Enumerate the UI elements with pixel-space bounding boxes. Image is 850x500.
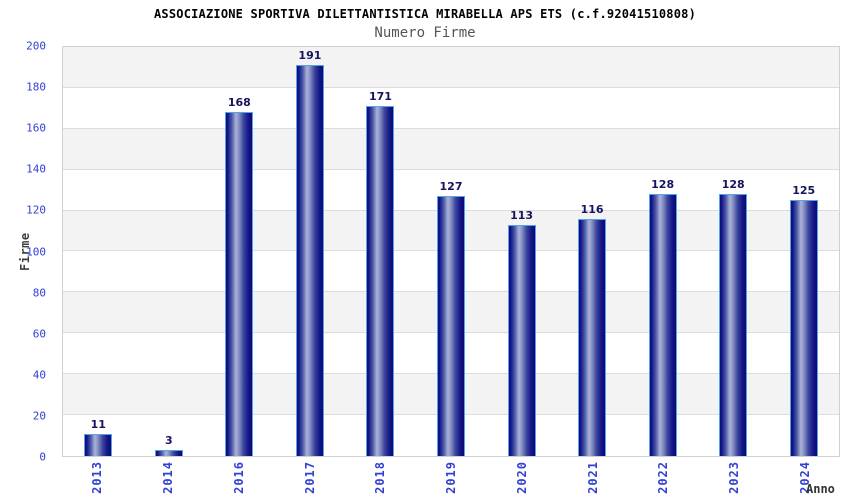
bar-value-label: 3: [164, 433, 173, 447]
bar-slot-2016: 168: [204, 47, 275, 456]
x-tick-slot: 2021: [557, 461, 628, 500]
y-tick-label: 180: [26, 80, 46, 94]
x-tick-label-2014: 2014: [161, 461, 176, 494]
y-tick-label: 40: [32, 368, 46, 382]
x-tick-label-2017: 2017: [302, 461, 317, 494]
bar-2018: [366, 106, 395, 456]
bar-slot-2022: 128: [627, 47, 698, 456]
bar-2020: [507, 224, 536, 456]
bar-slot-2019: 127: [416, 47, 487, 456]
bar-2021: [578, 218, 607, 456]
bar-2022: [648, 194, 677, 456]
x-tick-slot: 2019: [416, 461, 487, 500]
x-tick-slot: 2023: [699, 461, 770, 500]
bar-value-label: 127: [439, 180, 463, 194]
x-axis-tick-labels: 2013 2014 2016 2017 2018 2019 2020 2021 2022 2023…: [62, 461, 840, 500]
x-tick-label-2016: 2016: [231, 461, 246, 494]
bar-2023: [719, 194, 748, 456]
bar-slot-2023: 128: [698, 47, 769, 456]
bar-slot-2013: 11: [63, 47, 134, 456]
bars-container: 11 3 168 191 171 127 113 116 128 128 125: [63, 47, 839, 456]
bar-value-label: 116: [580, 202, 604, 216]
y-tick-label: 80: [32, 286, 46, 300]
y-tick-label: 100: [26, 245, 46, 258]
bar-value-label: 168: [227, 96, 251, 110]
bar-value-label: 171: [368, 90, 392, 104]
bar-value-label: 113: [510, 208, 534, 222]
y-axis-tick-labels: 0 20 40 60 80 100 120 140 160 180 200: [0, 40, 54, 464]
bar-slot-2017: 191: [275, 47, 346, 456]
x-tick-label-2013: 2013: [90, 461, 105, 494]
x-tick-slot: 2017: [274, 461, 345, 500]
bar-2016: [225, 112, 254, 456]
bar-value-label: 125: [792, 184, 816, 198]
x-tick-label-2022: 2022: [656, 461, 671, 494]
bar-slot-2014: 3: [134, 47, 205, 456]
y-tick-label: 140: [26, 162, 46, 176]
y-tick-label: 120: [26, 203, 46, 217]
x-tick-slot: 2016: [203, 461, 274, 500]
chart-subtitle: Numero Firme: [374, 25, 476, 41]
bar-value-label: 11: [90, 417, 106, 431]
bar-value-label: 128: [651, 178, 675, 192]
bar-2014: [154, 449, 183, 456]
y-tick-label: 200: [26, 39, 46, 53]
bar-2013: [84, 433, 113, 456]
x-tick-slot: 2020: [486, 461, 557, 500]
bar-slot-2021: 116: [557, 47, 628, 456]
y-tick-label: 20: [32, 409, 46, 423]
x-tick-label-2020: 2020: [514, 461, 529, 494]
plot-band: [63, 47, 839, 88]
bar-2017: [295, 65, 324, 456]
x-axis-title: Anno: [806, 482, 835, 496]
chart-title: ASSOCIAZIONE SPORTIVA DILETTANTISTICA MI…: [154, 7, 696, 21]
plot-band: [63, 128, 839, 170]
x-tick-label-2018: 2018: [373, 461, 388, 494]
x-tick-slot: 2018: [345, 461, 416, 500]
x-tick-slot: 2022: [628, 461, 699, 500]
bar-2019: [437, 196, 465, 456]
bar-value-label: 128: [721, 178, 745, 192]
plot-band: [63, 87, 839, 129]
y-tick-label: 160: [26, 121, 46, 135]
x-tick-label-2021: 2021: [585, 461, 600, 494]
plot-area: 11 3 168 191 171 127 113 116 128 128 125: [62, 46, 840, 457]
y-tick-label: 60: [32, 327, 46, 341]
bar-value-label: 191: [298, 49, 322, 63]
x-tick-slot: 2013: [62, 461, 133, 500]
bar-slot-2020: 113: [486, 47, 557, 456]
x-tick-label-2019: 2019: [444, 461, 459, 494]
x-tick-label-2023: 2023: [726, 461, 741, 494]
bar-slot-2018: 171: [345, 47, 416, 456]
x-tick-slot: 2014: [133, 461, 204, 500]
bar-slot-2024: 125: [768, 47, 839, 456]
y-tick-label: 0: [39, 450, 46, 464]
bar-2024: [789, 200, 818, 456]
